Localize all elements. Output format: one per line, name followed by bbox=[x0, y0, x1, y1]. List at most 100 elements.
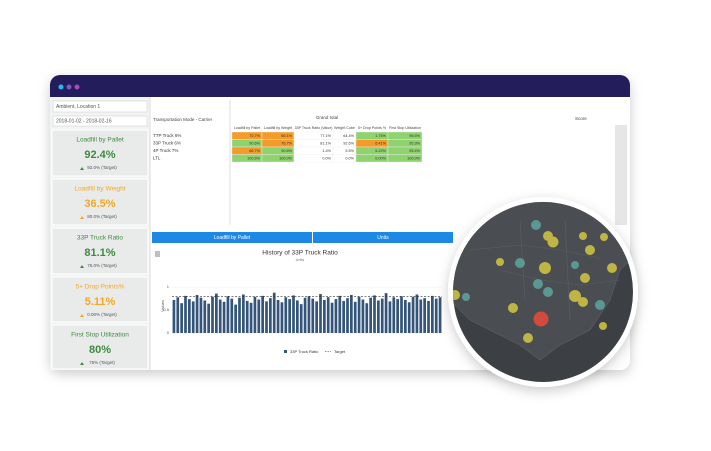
cell-value: 90.6% bbox=[281, 149, 292, 153]
cell-value: 65.1% bbox=[281, 134, 292, 138]
button[interactable] bbox=[152, 232, 312, 243]
date-input[interactable] bbox=[52, 115, 148, 127]
column-header: Loadfill by Pallet bbox=[234, 126, 260, 130]
row-label: LTL bbox=[153, 155, 161, 160]
kpi-title: 5+ Drop Points% bbox=[76, 284, 125, 291]
bar bbox=[215, 293, 218, 333]
y-tick-label: 0.5 bbox=[163, 307, 169, 312]
bar bbox=[199, 297, 203, 333]
row-header: Transportation Mode - Carrier bbox=[153, 117, 213, 122]
bar bbox=[218, 299, 222, 333]
bar bbox=[423, 298, 426, 333]
bar bbox=[438, 297, 442, 333]
kpi-title: Loadfill by Pallet bbox=[76, 137, 124, 144]
location-select[interactable] bbox=[52, 100, 148, 113]
column-header: First Stop Utilization bbox=[389, 126, 421, 130]
legend-label: 33P Truck Ratio bbox=[290, 349, 319, 354]
cell-value: 0.0% bbox=[322, 156, 331, 160]
bar bbox=[323, 300, 326, 333]
bar bbox=[245, 300, 249, 333]
kpi-value: 5.11% bbox=[85, 296, 116, 308]
bar bbox=[253, 296, 257, 333]
bar bbox=[191, 301, 195, 333]
bar bbox=[307, 296, 311, 333]
kpi-card bbox=[51, 324, 149, 370]
kpi-arrow bbox=[80, 216, 84, 219]
bar bbox=[407, 302, 411, 333]
cell-value: 75.7% bbox=[249, 134, 260, 138]
cell-value: 0.0% bbox=[345, 156, 354, 160]
bar bbox=[319, 294, 322, 333]
chart-title: History of 33P Truck Ratio bbox=[262, 250, 338, 257]
cell-value: 76.7% bbox=[281, 141, 292, 145]
bar bbox=[311, 298, 315, 333]
cell-value: 0.00% bbox=[375, 156, 386, 160]
bar bbox=[284, 297, 288, 333]
bar bbox=[388, 301, 392, 333]
kpi-target: 0.00% (Target) bbox=[87, 312, 117, 317]
button[interactable] bbox=[313, 232, 453, 243]
bar bbox=[419, 299, 423, 333]
bar bbox=[195, 294, 199, 333]
bar bbox=[334, 299, 338, 333]
bar bbox=[272, 292, 276, 333]
kpi-card bbox=[51, 276, 149, 323]
kpi-target: 75% (Target) bbox=[89, 360, 115, 365]
bar bbox=[369, 297, 372, 333]
cell-value: 96.6% bbox=[409, 134, 420, 138]
bar bbox=[280, 302, 284, 333]
kpi-title: First Stop Utilization bbox=[71, 332, 129, 339]
bar bbox=[357, 296, 361, 333]
bar bbox=[226, 296, 230, 333]
kpi-value: 80% bbox=[89, 344, 111, 356]
bar bbox=[184, 295, 187, 333]
kpi-target: 75.0% (Target) bbox=[87, 263, 117, 268]
row-label: 4P Truck 7% bbox=[153, 148, 178, 153]
bar bbox=[276, 300, 280, 333]
bar bbox=[373, 295, 376, 333]
legend-swatch bbox=[284, 350, 287, 353]
title-bar bbox=[50, 75, 630, 97]
bar bbox=[396, 299, 399, 333]
bar bbox=[392, 297, 396, 333]
bar bbox=[234, 304, 237, 333]
bar bbox=[242, 294, 245, 333]
kpi-value: 92.4% bbox=[84, 149, 115, 161]
button-label: Loadfill by Pallet bbox=[214, 235, 251, 241]
bar bbox=[211, 296, 214, 333]
bar bbox=[342, 300, 345, 333]
menu-icon bbox=[155, 251, 160, 257]
cell-value: 5.22% bbox=[375, 149, 386, 153]
bar bbox=[257, 299, 261, 333]
bar bbox=[249, 302, 253, 333]
bar bbox=[365, 303, 369, 333]
window-dot bbox=[58, 84, 64, 90]
scroll-panel[interactable] bbox=[615, 125, 627, 225]
cell-value: 64.4% bbox=[343, 134, 354, 138]
bar bbox=[269, 298, 272, 333]
cell-value: 95.4% bbox=[409, 149, 420, 153]
bar bbox=[411, 296, 415, 333]
kpi-arrow bbox=[80, 314, 84, 317]
bar bbox=[350, 294, 353, 333]
cell-value: 100.0% bbox=[279, 156, 293, 160]
bar bbox=[315, 301, 318, 333]
cell bbox=[387, 154, 423, 163]
kpi-value: 36.5% bbox=[84, 198, 115, 210]
cell-value: 6.41% bbox=[375, 141, 386, 145]
bar bbox=[230, 298, 234, 333]
row-label: TTP Truck 6% bbox=[153, 133, 181, 138]
bar bbox=[384, 293, 388, 333]
bar bbox=[207, 303, 210, 333]
bar bbox=[172, 300, 176, 333]
bar bbox=[330, 302, 334, 333]
bar bbox=[326, 297, 330, 333]
column-header: Loadfill by Weight bbox=[264, 126, 292, 130]
kpi-target: 92.0% (Target) bbox=[87, 165, 117, 170]
legend-label: Target bbox=[334, 349, 346, 354]
cell-value: 100.6% bbox=[247, 156, 261, 160]
bar bbox=[434, 298, 438, 333]
kpi-card bbox=[51, 178, 149, 226]
cell-value: 5.5% bbox=[345, 149, 354, 153]
column-header: 5+ Drop Points % bbox=[358, 126, 387, 130]
